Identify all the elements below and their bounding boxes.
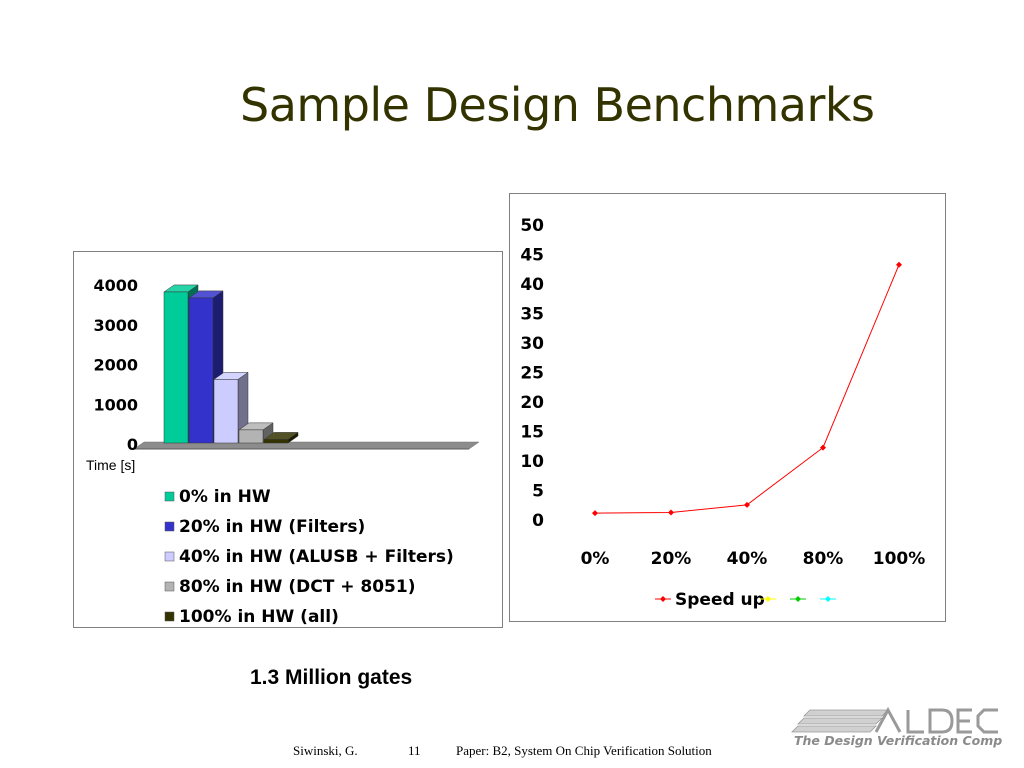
bar-front xyxy=(188,297,214,444)
y-tick-label: 40 xyxy=(520,275,544,295)
legend-swatch xyxy=(164,521,175,532)
y-tick-label: 0 xyxy=(127,435,138,454)
legend-swatch xyxy=(164,551,175,562)
bar xyxy=(238,422,274,444)
y-tick-label: 5 xyxy=(532,482,544,502)
bar-front xyxy=(163,291,189,444)
aldec-logo: The Design Verification Company xyxy=(791,706,1002,748)
legend-label: 20% in HW (Filters) xyxy=(179,517,365,537)
bar-front xyxy=(238,429,264,444)
legend-marker xyxy=(660,596,666,602)
legend-marker xyxy=(795,596,801,602)
x-tick-label: 40% xyxy=(727,549,768,569)
data-point xyxy=(744,501,750,508)
line-chart-panel: 0 5 10 15 20 25 30 35 40 45 50 0% 20% 40% 80% 100% Speed… xyxy=(509,193,946,622)
legend-swatch xyxy=(164,581,175,592)
legend-label: 100% in HW (all) xyxy=(179,607,339,627)
x-tick-label: 20% xyxy=(651,549,692,569)
legend-label: Speed up xyxy=(675,590,765,610)
x-tick-label: 80% xyxy=(803,549,844,569)
y-tick-label: 35 xyxy=(520,305,544,325)
slide-title: Sample Design Benchmarks xyxy=(240,78,875,132)
footer-author: Siwinski, G. xyxy=(293,743,358,758)
legend-label: 0% in HW xyxy=(179,487,271,507)
data-point xyxy=(592,510,598,517)
data-point xyxy=(820,444,826,451)
y-tick-label: 2000 xyxy=(93,356,138,375)
bar xyxy=(263,431,299,444)
y-tick-label: 45 xyxy=(520,246,544,266)
data-point xyxy=(668,509,674,516)
logo-tagline: The Design Verification Company xyxy=(794,733,1002,748)
y-tick-label: 10 xyxy=(520,452,544,472)
y-axis-label: Time [s] xyxy=(86,457,135,473)
y-tick-label: 50 xyxy=(520,216,544,236)
y-tick-label: 4000 xyxy=(93,276,138,295)
bar-front xyxy=(263,439,289,444)
x-tick-label: 0% xyxy=(581,549,610,569)
y-tick-label: 15 xyxy=(520,423,544,443)
footer-page-number: 11 xyxy=(408,743,421,758)
line-chart: 0 5 10 15 20 25 30 35 40 45 50 0% 20% 40% 80% 100% Speed… xyxy=(520,216,926,610)
speed-up-line xyxy=(594,264,900,514)
y-tick-label: 20 xyxy=(520,393,544,413)
bar-chart-panel: 0 1000 2000 3000 4000 Time [s] 0% in HW 20% in … xyxy=(73,251,503,628)
bar-front xyxy=(213,379,239,444)
x-tick-label: 100% xyxy=(873,549,926,569)
legend-label: 40% in HW (ALUSB + Filters) xyxy=(179,547,454,567)
legend-swatch xyxy=(164,611,175,622)
y-tick-label: 3000 xyxy=(93,316,138,335)
footer-paper: Paper: B2, System On Chip Verification S… xyxy=(456,743,712,758)
y-tick-label: 25 xyxy=(520,364,544,384)
legend-swatch xyxy=(164,491,175,502)
legend-label: 80% in HW (DCT + 8051) xyxy=(179,577,415,597)
y-tick-label: 30 xyxy=(520,334,544,354)
legend-marker xyxy=(825,596,831,602)
y-tick-label: 1000 xyxy=(93,395,138,414)
gates-caption: 1.3 Million gates xyxy=(250,666,413,689)
legend-marker xyxy=(765,596,771,602)
bar-chart: 0 1000 2000 3000 4000 Time [s] 0% in HW 20% in … xyxy=(86,276,480,627)
data-point xyxy=(896,261,902,268)
y-tick-label: 0 xyxy=(532,511,544,531)
